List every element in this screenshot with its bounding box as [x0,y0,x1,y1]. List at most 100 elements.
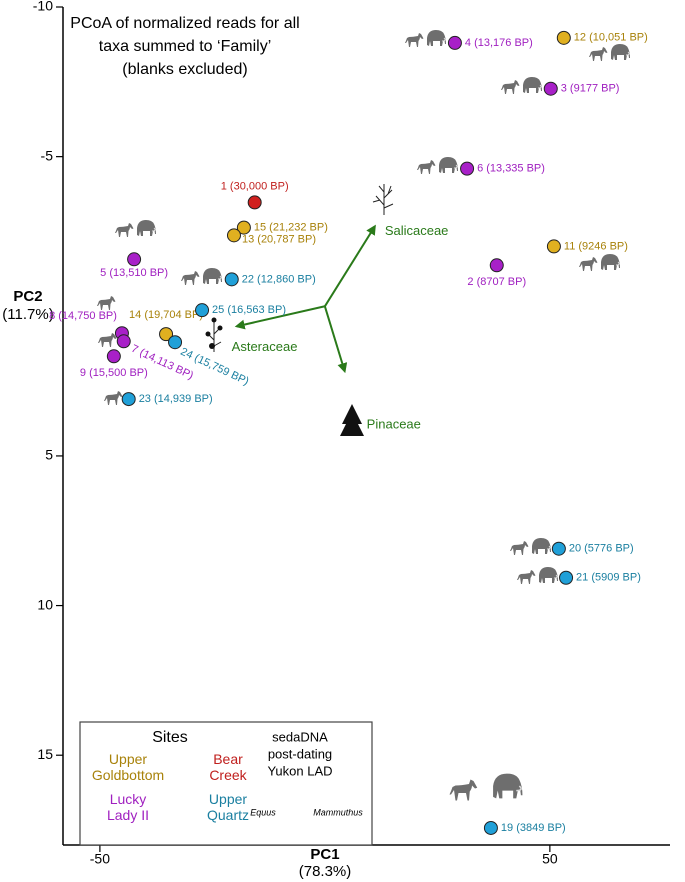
data-point [159,327,174,342]
equus-icon [517,570,536,584]
asteraceae-heads [205,317,223,349]
equus-icon [510,541,529,555]
data-point [546,239,561,254]
point-label: 19 (3849 BP) [501,822,566,834]
legend-icon-label: Equus [250,807,276,817]
equus-icon [98,333,117,347]
legend-note: sedaDNA [272,729,328,744]
point-label: 2 (8707 BP) [467,276,526,288]
point-label: 15 (21,232 BP) [254,221,328,233]
point-label: 1 (30,000 BP) [221,180,289,192]
equus-icon [405,33,424,47]
x-axis-sublabel: (78.3%) [299,863,352,880]
loading-vector [234,305,326,330]
mammuthus-icon [522,76,543,94]
point-label: 22 (12,860 BP) [242,273,316,285]
y-tick-label: -10 [33,0,53,14]
point-label: 14 (19,704 BP) [129,309,203,321]
data-point [224,272,239,287]
equus-icon [181,271,200,285]
equus-icon [449,779,478,801]
equus-icon [115,223,134,237]
legend-note: Yukon LAD [267,763,332,778]
y-tick-label: 10 [37,596,53,612]
salicaceae-icon [372,184,394,215]
data-point [195,303,210,318]
mammuthus-icon [531,537,552,555]
point-label: 3 (9177 BP) [561,83,620,95]
x-axis-label: PC1 [310,846,339,863]
loading-vector [323,305,348,374]
vector-label: Pinaceae [367,417,421,432]
legend-note: post-dating [268,746,332,761]
y-axis-sublabel: (11.7%) [2,306,53,323]
equus-icon [589,47,608,61]
mammuthus-icon [438,156,459,174]
x-tick-label: -50 [90,851,110,867]
data-point [226,228,241,243]
vector-label: Asteraceae [232,339,298,354]
point-label: 5 (13,510 BP) [100,267,168,279]
data-point [543,81,558,96]
data-point [559,570,574,585]
point-label: 25 (16,563 BP) [212,304,286,316]
data-point [168,335,183,350]
pinaceae-icon [340,404,364,436]
x-tick-label: 50 [542,851,558,867]
asteraceae-icon [207,320,222,352]
point-label: 4 (13,176 BP) [465,37,533,49]
mammuthus-icon [136,219,157,237]
data-point [460,161,475,176]
equus-icon [97,296,116,310]
point-label: 6 (13,335 BP) [477,163,545,175]
mammuthus-icon [600,253,621,271]
y-tick-label: -5 [41,147,54,163]
vector-label: Salicaceae [385,223,449,238]
point-label: 13 (20,787 BP) [242,233,316,245]
equus-icon [501,80,520,94]
point-label: 23 (14,939 BP) [139,393,213,405]
data-point [551,541,566,556]
y-axis-label: PC2 [13,288,42,305]
data-point [127,252,142,267]
data-point [121,392,136,407]
mammuthus-icon [202,267,223,285]
animal-icons [97,29,631,801]
point-label: 12 (10,051 BP) [574,32,648,44]
point-label: 21 (5909 BP) [576,572,641,584]
legend-title: Sites [152,729,188,746]
chart-title: (blanks excluded) [122,61,247,78]
point-label: 9 (15,500 BP) [80,367,148,379]
point-label: 20 (5776 BP) [569,543,634,555]
legend-entry: Bear Creek [209,751,247,783]
data-point [236,220,251,235]
point-label: 11 (9246 BP) [564,240,628,252]
mammuthus-icon [492,772,524,800]
mammuthus-icon [426,29,447,47]
data-point [447,35,462,50]
legend-entry: Lucky Lady II [107,791,149,823]
mammuthus-icon [610,43,631,61]
equus-icon [104,391,123,405]
chart-title: PCoA of normalized reads for all [70,15,299,32]
equus-icon [579,257,598,271]
data-point [106,349,121,364]
mammuthus-icon [538,566,559,584]
chart-title: taxa summed to ‘Family’ [99,38,272,55]
loading-vector [324,224,376,307]
legend-entry: Upper Goldbottom [92,751,164,783]
point-label: 8 (14,750 BP) [49,310,117,322]
legend-entry: Upper Quartz [207,791,249,823]
y-tick-label: 5 [45,447,53,463]
data-point [556,30,571,45]
legend-box [79,721,373,846]
y-tick-label: 15 [37,746,53,762]
data-point [247,195,262,210]
data-point [489,258,504,273]
equus-icon [417,160,436,174]
data-point [483,820,498,835]
plant-icons [205,184,394,436]
legend-icon-label: Mammuthus [313,807,363,817]
data-point [116,334,131,349]
